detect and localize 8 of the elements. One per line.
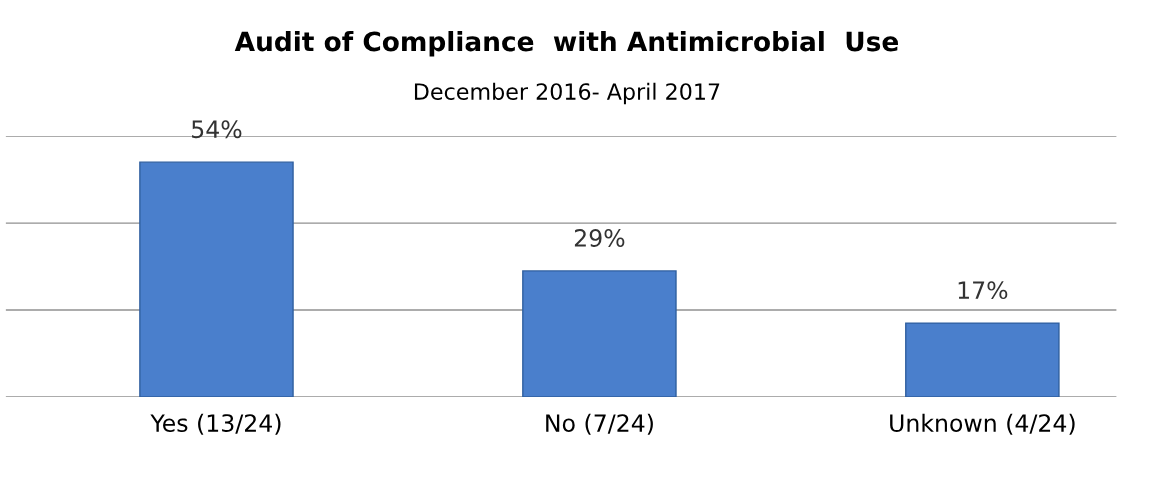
chart-subtitle: December 2016- April 2017: [414, 82, 720, 105]
data-label: 29%: [574, 229, 625, 247]
chart-title: Audit of Compliance with Antimicrobial Use: [234, 30, 898, 57]
x-tick-label: Unknown (4/24): [890, 413, 1075, 435]
data-label: 17%: [958, 281, 1008, 300]
x-tick-label: Yes (13/24): [150, 413, 281, 435]
data-label: 54%: [192, 120, 242, 139]
x-tick-label: No (7/24): [546, 413, 653, 435]
